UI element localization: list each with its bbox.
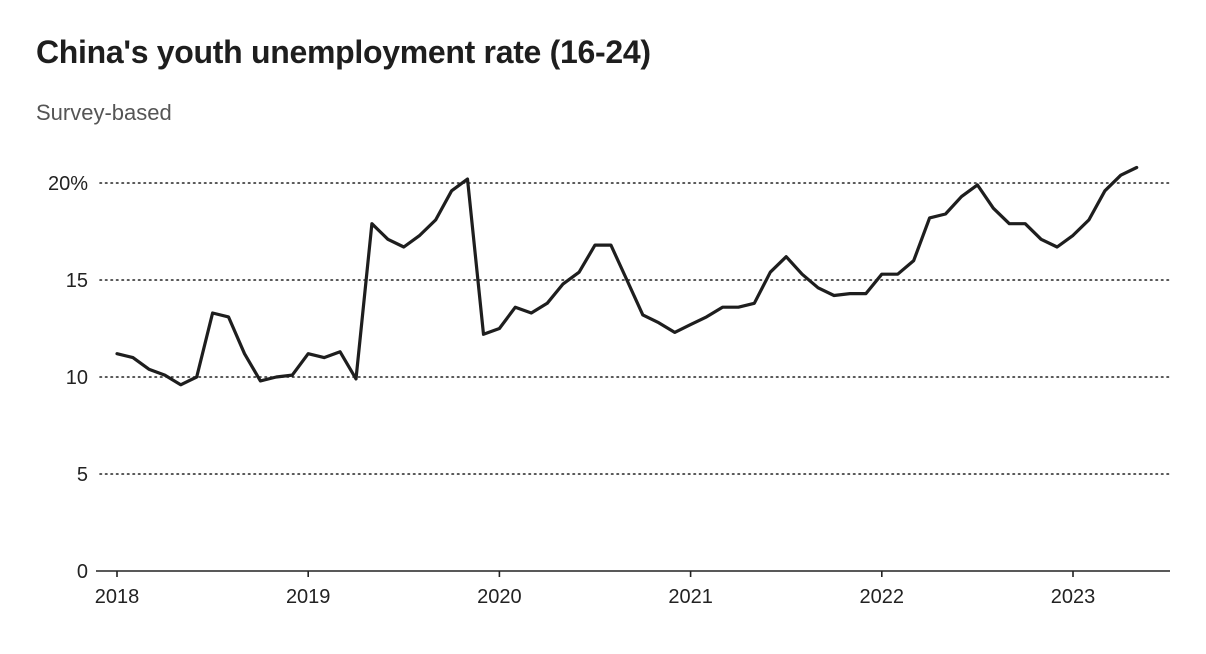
chart-title: China's youth unemployment rate (16-24): [36, 34, 651, 70]
x-tick-label: 2018: [95, 586, 140, 608]
series-line: [115, 165, 1139, 387]
x-tick-label: 2023: [1051, 586, 1096, 608]
y-tick-label: 0: [77, 561, 88, 583]
axes: 0 5 10 15 20% 2018 2019 2020 2021 2022 2023: [48, 173, 1170, 608]
x-tick-label: 2020: [477, 586, 522, 608]
y-tick-label: 5: [77, 464, 88, 486]
y-tick-label: 10: [66, 367, 88, 389]
chart-subtitle: Survey-based: [36, 100, 172, 125]
series: [115, 165, 1139, 387]
gridlines: [99, 182, 1171, 475]
y-tick-label: 15: [66, 270, 88, 292]
x-tick-label: 2021: [668, 586, 713, 608]
x-tick-label: 2022: [860, 586, 905, 608]
x-tick-label: 2019: [286, 586, 331, 608]
y-tick-label: 20%: [48, 173, 88, 195]
